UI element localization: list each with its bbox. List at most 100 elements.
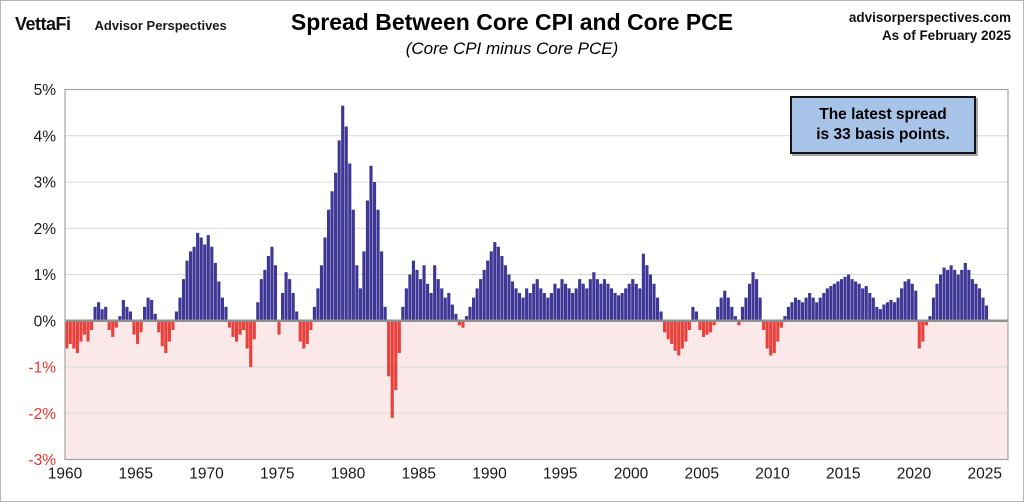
bar bbox=[348, 163, 352, 321]
bar bbox=[588, 279, 592, 321]
bar bbox=[861, 288, 865, 321]
bar bbox=[157, 320, 161, 333]
bar bbox=[942, 267, 946, 321]
bar bbox=[150, 299, 154, 321]
bar bbox=[210, 246, 214, 321]
bar bbox=[100, 309, 104, 321]
bar bbox=[365, 200, 370, 321]
bar bbox=[857, 283, 861, 321]
bar bbox=[631, 279, 635, 321]
bar bbox=[89, 320, 94, 330]
bar bbox=[914, 290, 918, 321]
as-of-date: As of February 2025 bbox=[881, 27, 1011, 43]
bar bbox=[344, 126, 348, 321]
y-tick-label: 3% bbox=[34, 175, 57, 192]
bar bbox=[256, 302, 260, 321]
bar bbox=[139, 320, 143, 333]
bar bbox=[443, 297, 447, 321]
bar bbox=[549, 293, 553, 321]
bar bbox=[302, 320, 306, 349]
bar bbox=[390, 320, 394, 418]
bar bbox=[68, 320, 72, 344]
bar bbox=[383, 306, 387, 321]
bar bbox=[309, 320, 313, 330]
bar bbox=[956, 274, 960, 321]
bar bbox=[772, 320, 776, 354]
bar bbox=[624, 288, 628, 321]
bar bbox=[213, 262, 217, 321]
bar bbox=[507, 274, 511, 321]
x-tick-label: 1980 bbox=[331, 466, 366, 483]
page-title: Spread Between Core CPI and Core PCE bbox=[290, 9, 734, 35]
bar bbox=[556, 288, 561, 321]
bar bbox=[709, 320, 713, 333]
x-tick-label: 2015 bbox=[826, 466, 860, 483]
bar bbox=[701, 320, 706, 337]
bar bbox=[740, 306, 744, 321]
bar bbox=[574, 288, 578, 321]
y-tick-label: -1% bbox=[28, 360, 56, 377]
bar bbox=[376, 209, 380, 321]
bar bbox=[174, 311, 178, 321]
bar bbox=[415, 269, 419, 321]
bar bbox=[263, 269, 267, 321]
bar bbox=[220, 297, 224, 321]
bar bbox=[687, 320, 691, 330]
x-tick-label: 1985 bbox=[402, 466, 436, 483]
bar bbox=[104, 306, 108, 321]
bar bbox=[295, 311, 299, 321]
bar bbox=[323, 237, 327, 321]
bar bbox=[486, 260, 490, 321]
bar bbox=[171, 320, 175, 330]
x-tick-label: 2000 bbox=[614, 466, 649, 483]
bar bbox=[705, 320, 709, 335]
bar bbox=[627, 283, 631, 321]
y-tick-label: 2% bbox=[34, 221, 57, 238]
bar bbox=[684, 320, 688, 342]
bar bbox=[815, 302, 819, 321]
bar bbox=[355, 265, 359, 321]
vettafi-logo: VettaFi Advisor Perspectives bbox=[15, 14, 227, 35]
bar bbox=[808, 293, 812, 321]
bar bbox=[298, 320, 302, 342]
bar bbox=[472, 297, 476, 321]
bar bbox=[970, 279, 974, 321]
bar bbox=[811, 297, 815, 321]
bar bbox=[532, 283, 536, 321]
bar bbox=[245, 320, 249, 349]
bar bbox=[242, 320, 246, 330]
bar bbox=[896, 297, 900, 321]
annotation-box: The latest spread is 33 basis points. bbox=[790, 96, 976, 154]
bar bbox=[755, 279, 759, 321]
bar bbox=[518, 293, 522, 321]
bar bbox=[765, 320, 769, 349]
bar bbox=[641, 253, 645, 321]
bar bbox=[319, 265, 324, 321]
bar bbox=[65, 320, 69, 349]
bar bbox=[203, 244, 207, 321]
bar bbox=[769, 320, 773, 356]
bar bbox=[663, 320, 667, 333]
x-tick-label: 2010 bbox=[755, 466, 790, 483]
bar bbox=[949, 265, 953, 321]
bar bbox=[882, 304, 886, 321]
bar bbox=[270, 246, 274, 321]
bar bbox=[599, 283, 603, 321]
bar bbox=[716, 306, 720, 321]
bar bbox=[326, 209, 331, 321]
bar bbox=[316, 288, 320, 321]
bar bbox=[369, 165, 373, 321]
bar bbox=[839, 279, 844, 321]
title-block: Spread Between Core CPI and Core PCE (Co… bbox=[291, 9, 733, 59]
bar bbox=[935, 283, 939, 321]
bar bbox=[737, 320, 741, 326]
bar bbox=[82, 320, 87, 335]
bar bbox=[634, 283, 638, 321]
bar bbox=[235, 320, 239, 342]
bar bbox=[72, 320, 76, 349]
bar bbox=[571, 293, 575, 321]
bar bbox=[790, 302, 794, 321]
bar bbox=[960, 269, 964, 321]
bar bbox=[762, 320, 766, 330]
